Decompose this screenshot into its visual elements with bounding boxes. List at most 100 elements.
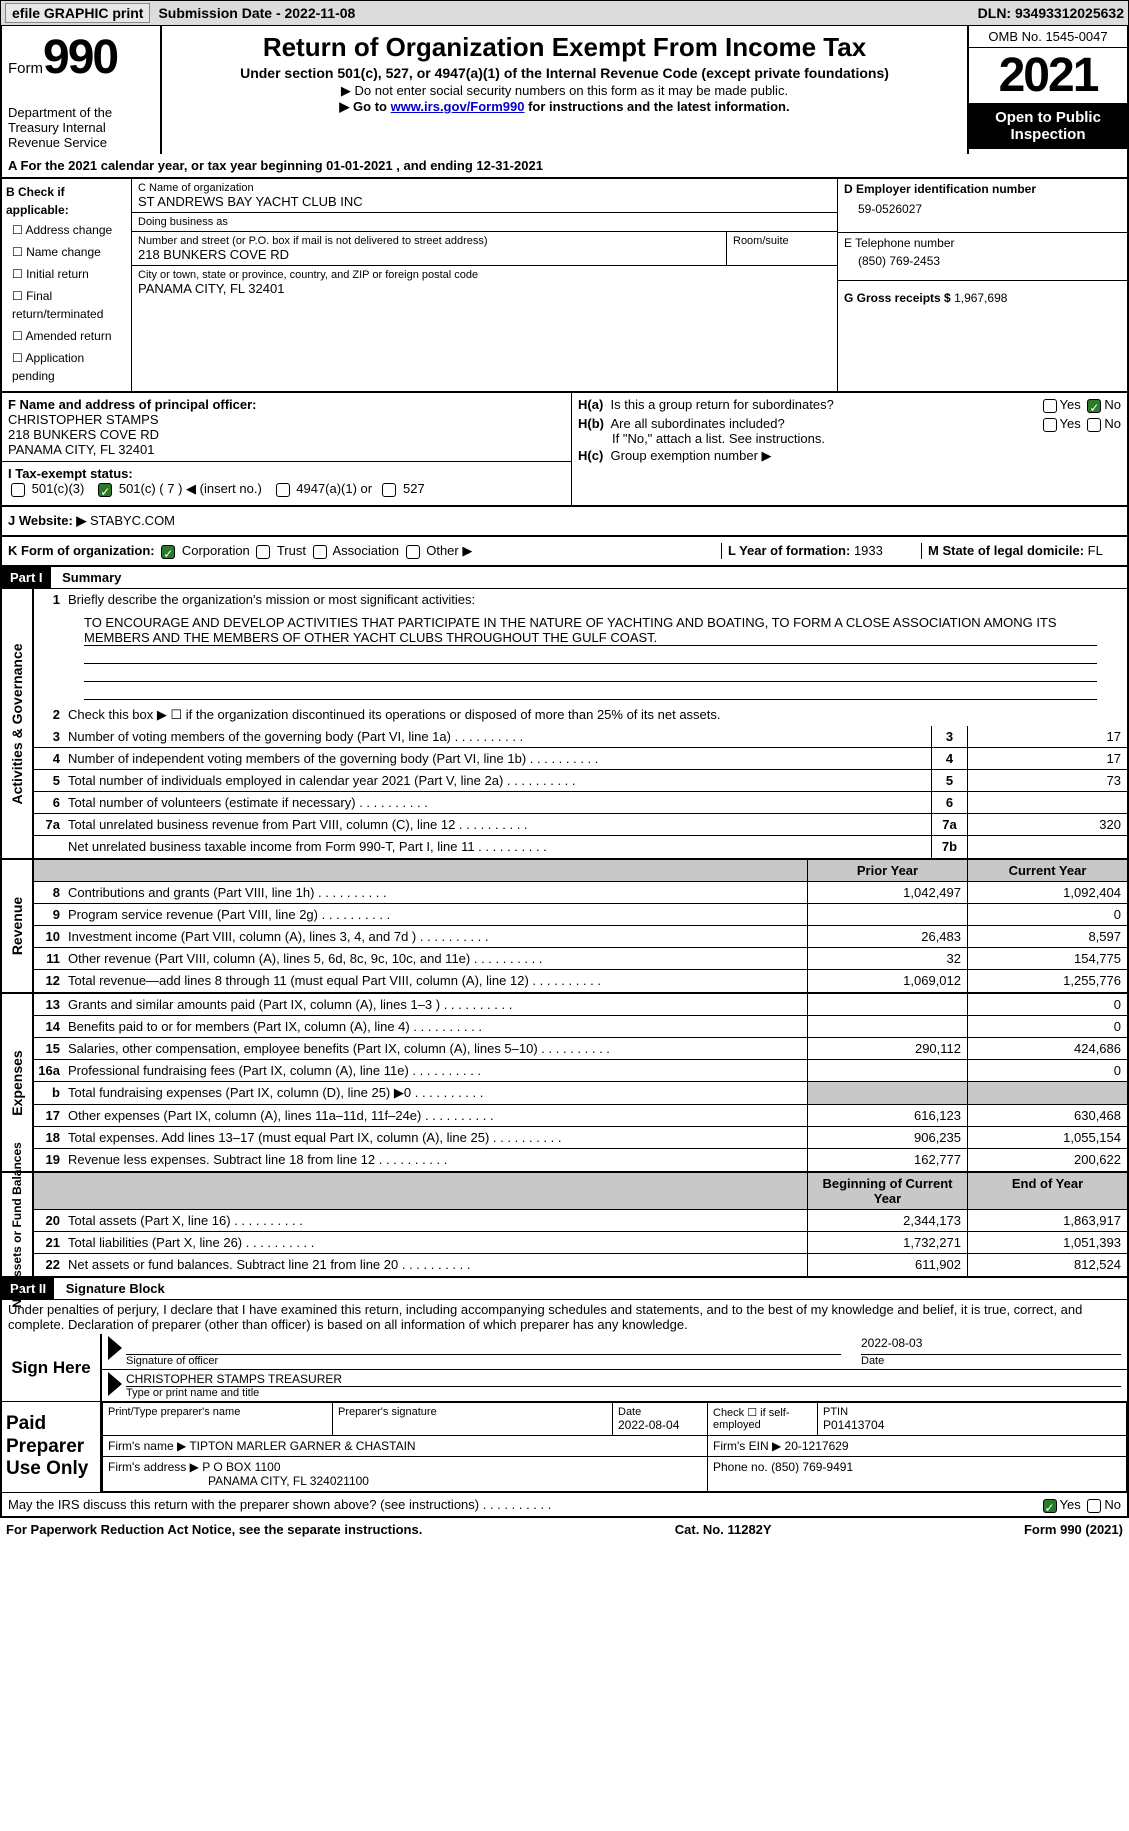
summary-governance: Activities & Governance 1 Briefly descri… [0,589,1129,860]
h-c: H(c) Group exemption number ▶ [578,448,1121,464]
form-title: Return of Organization Exempt From Incom… [170,32,959,63]
cell-dba: Doing business as [132,213,837,232]
cb-4947[interactable] [276,483,290,497]
prep-check: Check ☐ if self-employed [713,1406,812,1431]
line-2-text: Check this box ▶ ☐ if the organization d… [64,704,1127,726]
section-fh: F Name and address of principal officer:… [0,393,1129,507]
hb-no: No [1104,416,1121,431]
hdr-current-year: Current Year [967,860,1127,881]
summary-row: 12Total revenue—add lines 8 through 11 (… [34,970,1127,992]
tax-year: 2021 [969,48,1127,103]
cb-discuss-no[interactable] [1087,1499,1101,1513]
cb-corp[interactable] [161,545,175,559]
submission-date: Submission Date - 2022-11-08 [158,5,355,21]
arrow-icon [108,1336,122,1360]
firm-ein-label: Firm's EIN ▶ [713,1439,781,1453]
prep-date-label: Date [618,1406,702,1418]
note-goto: ▶ Go to www.irs.gov/Form990 for instruct… [170,99,959,115]
summary-row: Net unrelated business taxable income fr… [34,836,1127,858]
cb-name-change[interactable]: ☐ Name change [6,241,127,263]
firm-addr-label: Firm's address ▶ [108,1460,199,1474]
sig-officer-label: Signature of officer [126,1354,841,1367]
label-ein: D Employer identification number [844,182,1121,196]
summary-row: 22Net assets or fund balances. Subtract … [34,1254,1127,1276]
summary-row: 21Total liabilities (Part X, line 26)1,7… [34,1232,1127,1254]
cb-501c[interactable] [98,483,112,497]
officer-name: CHRISTOPHER STAMPS [8,412,565,427]
cb-527[interactable] [382,483,396,497]
cb-trust[interactable] [256,545,270,559]
year-formation: 1933 [854,543,883,558]
firm-phone: (850) 769-9491 [771,1460,853,1474]
discuss-no: No [1104,1497,1121,1512]
goto-prefix: ▶ Go to [339,99,390,114]
summary-row: 4Number of independent voting members of… [34,748,1127,770]
col-b-checkboxes: B Check if applicable: ☐ Address change … [2,179,132,391]
h-a: H(a) Is this a group return for subordin… [578,397,1121,412]
cb-discuss-yes[interactable] [1043,1499,1057,1513]
cb-ha-no[interactable] [1087,399,1101,413]
mission-text: TO ENCOURAGE AND DEVELOP ACTIVITIES THAT… [34,611,1127,704]
period-pre: A For the 2021 calendar year, or tax yea… [8,158,326,173]
h-b: H(b) Are all subordinates included? Yes … [578,416,1121,446]
discuss-text: May the IRS discuss this return with the… [8,1497,479,1512]
discuss-yes: Yes [1060,1497,1081,1512]
cb-ha-yes[interactable] [1043,399,1057,413]
label-city: City or town, state or province, country… [138,269,831,281]
footer-right: Form 990 (2021) [1024,1522,1123,1537]
cell-gross: G Gross receipts $ 1,967,698 [838,281,1127,308]
line-2-num: 2 [34,704,64,726]
vlabel-revenue: Revenue [2,860,34,992]
efile-button[interactable]: efile GRAPHIC print [5,3,150,23]
vlabel-netassets: Net Assets or Fund Balances [2,1173,34,1276]
firm-ein: 20-1217629 [785,1439,849,1453]
hc-question: Group exemption number ▶ [611,448,772,463]
org-name: ST ANDREWS BAY YACHT CLUB INC [138,194,831,209]
label-gross: G Gross receipts $ [844,291,951,305]
cb-final-return[interactable]: ☐ Final return/terminated [6,285,127,325]
hb-yes: Yes [1060,416,1081,431]
declaration-text: Under penalties of perjury, I declare th… [0,1300,1129,1334]
cb-initial-return[interactable]: ☐ Initial return [6,263,127,285]
cb-hb-no[interactable] [1087,418,1101,432]
cb-address-change[interactable]: ☐ Address change [6,219,127,241]
part1-title: Summary [54,567,129,588]
cell-phone: E Telephone number (850) 769-2453 [838,233,1127,281]
ha-yes: Yes [1060,397,1081,412]
top-toolbar: efile GRAPHIC print Submission Date - 20… [0,0,1129,26]
summary-row: 9Program service revenue (Part VIII, lin… [34,904,1127,926]
summary-row: bTotal fundraising expenses (Part IX, co… [34,1082,1127,1105]
cell-ein: D Employer identification number 59-0526… [838,179,1127,233]
period-mid: , and ending [393,158,477,173]
opt-corp: Corporation [182,543,250,558]
cb-501c3[interactable] [11,483,25,497]
irs-link[interactable]: www.irs.gov/Form990 [391,99,525,114]
label-officer: F Name and address of principal officer: [8,397,565,412]
period-begin: 01-01-2021 [326,158,393,173]
ptin-value: P01413704 [823,1418,1121,1432]
opt-527: 527 [403,481,425,496]
opt-trust: Trust [277,543,306,558]
cell-org-name: C Name of organization ST ANDREWS BAY YA… [132,179,837,213]
opt-501c3: 501(c)(3) [32,481,85,496]
summary-expenses: Expenses 13Grants and similar amounts pa… [0,994,1129,1173]
summary-row: 20Total assets (Part X, line 16)2,344,17… [34,1210,1127,1232]
gross-value: 1,967,698 [954,291,1007,305]
cb-hb-yes[interactable] [1043,418,1057,432]
cb-amended-return[interactable]: ☐ Amended return [6,325,127,347]
summary-row: 15Salaries, other compensation, employee… [34,1038,1127,1060]
part2-header: Part II Signature Block [0,1278,1129,1300]
omb-number: OMB No. 1545-0047 [969,26,1127,48]
firm-addr1: P O BOX 1100 [202,1460,280,1474]
form-prefix: Form [8,60,43,77]
cb-assoc[interactable] [313,545,327,559]
summary-row: 18Total expenses. Add lines 13–17 (must … [34,1127,1127,1149]
cb-other[interactable] [406,545,420,559]
type-name-label: Type or print name and title [126,1386,1121,1399]
officer-city: PANAMA CITY, FL 32401 [8,442,565,457]
opt-4947: 4947(a)(1) or [296,481,372,496]
page-footer: For Paperwork Reduction Act Notice, see … [0,1518,1129,1541]
cb-application-pending[interactable]: ☐ Application pending [6,347,127,387]
form-header: Form990 Department of the Treasury Inter… [0,26,1129,154]
label-tax-status: I Tax-exempt status: [8,466,133,481]
